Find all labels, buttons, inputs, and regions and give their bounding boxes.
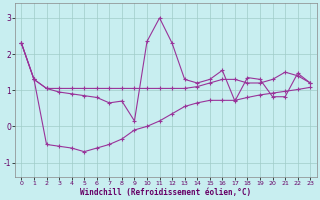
X-axis label: Windchill (Refroidissement éolien,°C): Windchill (Refroidissement éolien,°C)	[80, 188, 252, 197]
